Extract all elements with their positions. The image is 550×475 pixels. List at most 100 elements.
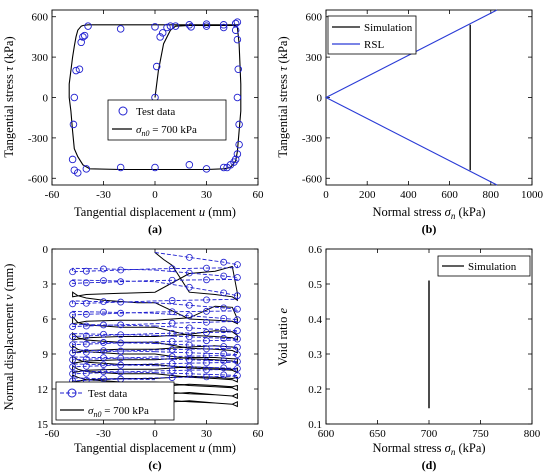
- test-data-point: [68, 155, 77, 164]
- test-data-point: [220, 326, 228, 334]
- test-data-point: [117, 354, 125, 362]
- simulation-cycle: [72, 252, 238, 304]
- panel-a-x-label: Tangential displacement u (mm): [74, 205, 236, 219]
- test-data-point: [233, 365, 241, 372]
- y-tick-label: -300: [302, 133, 323, 145]
- test-data-point: [117, 309, 125, 317]
- test-data-point: [100, 368, 107, 376]
- test-data-point: [70, 93, 79, 102]
- panel-b-x-label: Normal stress σn (kPa): [372, 205, 485, 221]
- test-data-point: [117, 298, 125, 306]
- test-data-point: [202, 165, 211, 173]
- y-tick-label: 3: [43, 279, 49, 291]
- test-data-point: [168, 346, 176, 353]
- test-data-point: [219, 163, 228, 172]
- test-data-point: [69, 311, 76, 319]
- simulation-cycle: [72, 302, 238, 328]
- legend-test-marker: [118, 106, 128, 116]
- y-tick-label: 0: [43, 244, 49, 256]
- test-data-point: [100, 354, 107, 362]
- test-data-point: [100, 321, 107, 329]
- test-data-point: [220, 258, 228, 266]
- legend-box: [55, 381, 175, 421]
- test-data-point: [100, 277, 107, 285]
- x-tick-label: -30: [96, 189, 111, 201]
- panel-c-x-label: Tangential displacement u (mm): [74, 441, 236, 455]
- test-data-point: [69, 323, 76, 330]
- y-tick-label: 0: [43, 93, 49, 105]
- test-data-point: [100, 308, 107, 316]
- test-data-point: [203, 337, 210, 345]
- test-data-point: [117, 278, 125, 286]
- x-tick-label: 700: [421, 428, 438, 440]
- panel-d-y-label: Void ratio e: [276, 308, 290, 367]
- panel-b: 0 200 400 600 800 1000 -600 -300 0 300 600: [302, 9, 544, 201]
- test-cycle: [72, 281, 238, 305]
- test-cycle: [72, 269, 238, 284]
- test-data-point: [100, 298, 107, 306]
- test-data-point: [220, 343, 228, 350]
- test-data-point: [82, 348, 90, 356]
- x-tick-label: 60: [253, 428, 265, 440]
- test-data-point: [82, 299, 90, 307]
- legend-box: [327, 15, 417, 55]
- test-cycle: [72, 351, 238, 361]
- test-data-point: [233, 261, 241, 269]
- test-data-point: [203, 352, 210, 360]
- test-data-point: [82, 369, 90, 377]
- panel-c-caption: (c): [148, 458, 161, 472]
- y-tick-label: -600: [302, 173, 323, 185]
- test-data-point: [166, 22, 175, 30]
- test-cycle: [72, 334, 238, 346]
- y-tick-label: 0.3: [308, 349, 322, 361]
- test-data-point: [75, 65, 84, 73]
- test-data-point: [203, 276, 210, 284]
- test-data-point: [82, 165, 91, 173]
- test-data-point: [233, 18, 242, 26]
- test-data-point: [151, 23, 159, 31]
- x-tick-label: 650: [369, 428, 386, 440]
- test-data-point: [117, 339, 125, 347]
- simulation-cycle: [72, 341, 238, 355]
- test-data-point: [233, 335, 241, 343]
- legend-rsl-label: RSL: [364, 39, 384, 51]
- test-data-point: [168, 329, 176, 337]
- y-tick-label: 0.6: [308, 244, 322, 256]
- test-data-point: [185, 333, 193, 341]
- test-data-point: [220, 364, 228, 372]
- y-tick-label: 0.1: [308, 419, 322, 431]
- test-data-point: [72, 66, 80, 75]
- legend-box: [107, 99, 227, 141]
- test-data-point: [203, 329, 210, 336]
- legend-test-label: Test data: [88, 388, 127, 400]
- test-data-point: [171, 22, 180, 30]
- x-tick-label: 0: [152, 428, 158, 440]
- test-data-point: [80, 31, 89, 40]
- rsl-line: [324, 9, 498, 186]
- y-tick-label: 0.5: [308, 279, 322, 291]
- test-data-point: [69, 363, 76, 371]
- test-data-point: [185, 161, 194, 169]
- test-data-point: [82, 340, 90, 348]
- legend-box: [437, 255, 531, 277]
- test-data-point: [151, 163, 159, 172]
- test-data-point: [168, 276, 176, 284]
- test-cycle: [72, 312, 238, 328]
- panel-c-y-label: Normal displacement v (mm): [2, 264, 16, 411]
- test-data-point: [233, 358, 241, 365]
- panel-a-legend: Test data σn0 = 700 kPa: [107, 99, 227, 141]
- test-data-point: [69, 268, 76, 276]
- x-tick-label: 1000: [521, 189, 544, 201]
- test-data-point: [69, 300, 76, 308]
- y-tick-label: 300: [306, 52, 323, 64]
- test-data-point: [82, 332, 90, 340]
- test-data-point: [185, 283, 193, 291]
- test-cycle: [72, 325, 238, 337]
- test-data-point: [82, 355, 90, 363]
- x-tick-label: 600: [441, 189, 458, 201]
- test-data-point: [185, 363, 193, 371]
- panel-b-legend: Simulation RSL: [327, 15, 417, 55]
- test-data-point: [168, 337, 176, 345]
- test-data-point: [233, 274, 241, 281]
